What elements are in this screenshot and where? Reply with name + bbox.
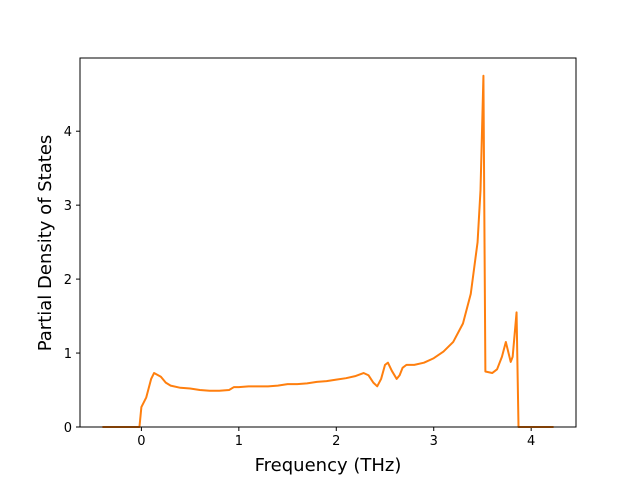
y-tick-label: 4 [64,125,72,140]
plot-frame [79,57,577,428]
y-tick-label: 0 [64,421,72,436]
data-line [102,74,554,428]
x-tick-label: 0 [137,434,145,449]
x-tick-label: 1 [235,434,243,449]
y-tick-label: 3 [64,199,72,214]
x-tick-label: 3 [430,434,438,449]
x-tick-label: 4 [527,434,535,449]
x-axis-label: Frequency (THz) [255,455,402,476]
x-tick-label: 2 [332,434,340,449]
y-tick-label: 2 [64,273,72,288]
y-axis-label: Partial Density of States [35,135,56,352]
y-tick-label: 1 [64,347,72,362]
